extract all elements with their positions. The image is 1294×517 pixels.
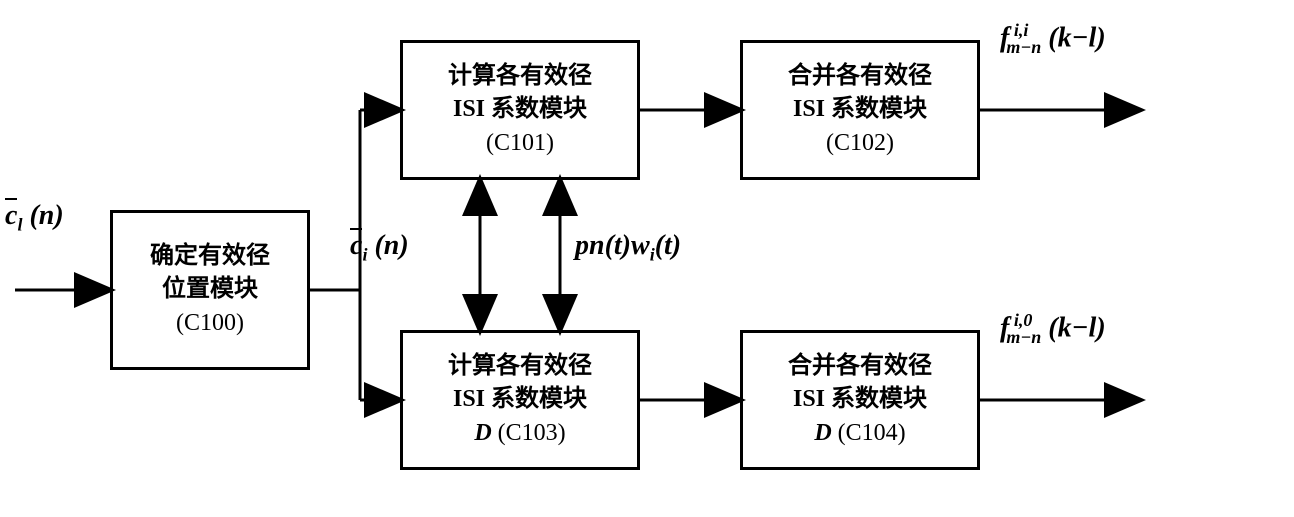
node-line1: 合并各有效径 (788, 350, 932, 384)
node-line1: 确定有效径 (150, 240, 270, 274)
node-line2: ISI 系数模块 (793, 383, 927, 417)
node-c101: 计算各有效径 ISI 系数模块 (C101) (400, 40, 640, 180)
node-line1: 计算各有效径 (448, 60, 592, 94)
node-line2: ISI 系数模块 (453, 383, 587, 417)
node-line3: D (C104) (814, 417, 905, 451)
output-top-label: f i,im−n (k−l) (1000, 20, 1106, 58)
node-line1: 计算各有效径 (448, 350, 592, 384)
node-line2: ISI 系数模块 (453, 93, 587, 127)
mid-pn-label: pn(t)wi(t) (575, 230, 681, 266)
node-line3: D (C103) (474, 417, 565, 451)
node-c103: 计算各有效径 ISI 系数模块 D (C103) (400, 330, 640, 470)
node-id: (C100) (176, 307, 244, 341)
mid-c-label: ci (n) (350, 230, 409, 266)
node-c104: 合并各有效径 ISI 系数模块 D (C104) (740, 330, 980, 470)
input-label: cl (n) (5, 200, 64, 236)
node-c102: 合并各有效径 ISI 系数模块 (C102) (740, 40, 980, 180)
node-line2: 位置模块 (162, 273, 258, 307)
node-line1: 合并各有效径 (788, 60, 932, 94)
node-line2: ISI 系数模块 (793, 93, 927, 127)
node-id: (C102) (826, 127, 894, 161)
node-id: (C101) (486, 127, 554, 161)
output-bot-label: f i,0m−n (k−l) (1000, 310, 1106, 348)
node-c100: 确定有效径 位置模块 (C100) (110, 210, 310, 370)
